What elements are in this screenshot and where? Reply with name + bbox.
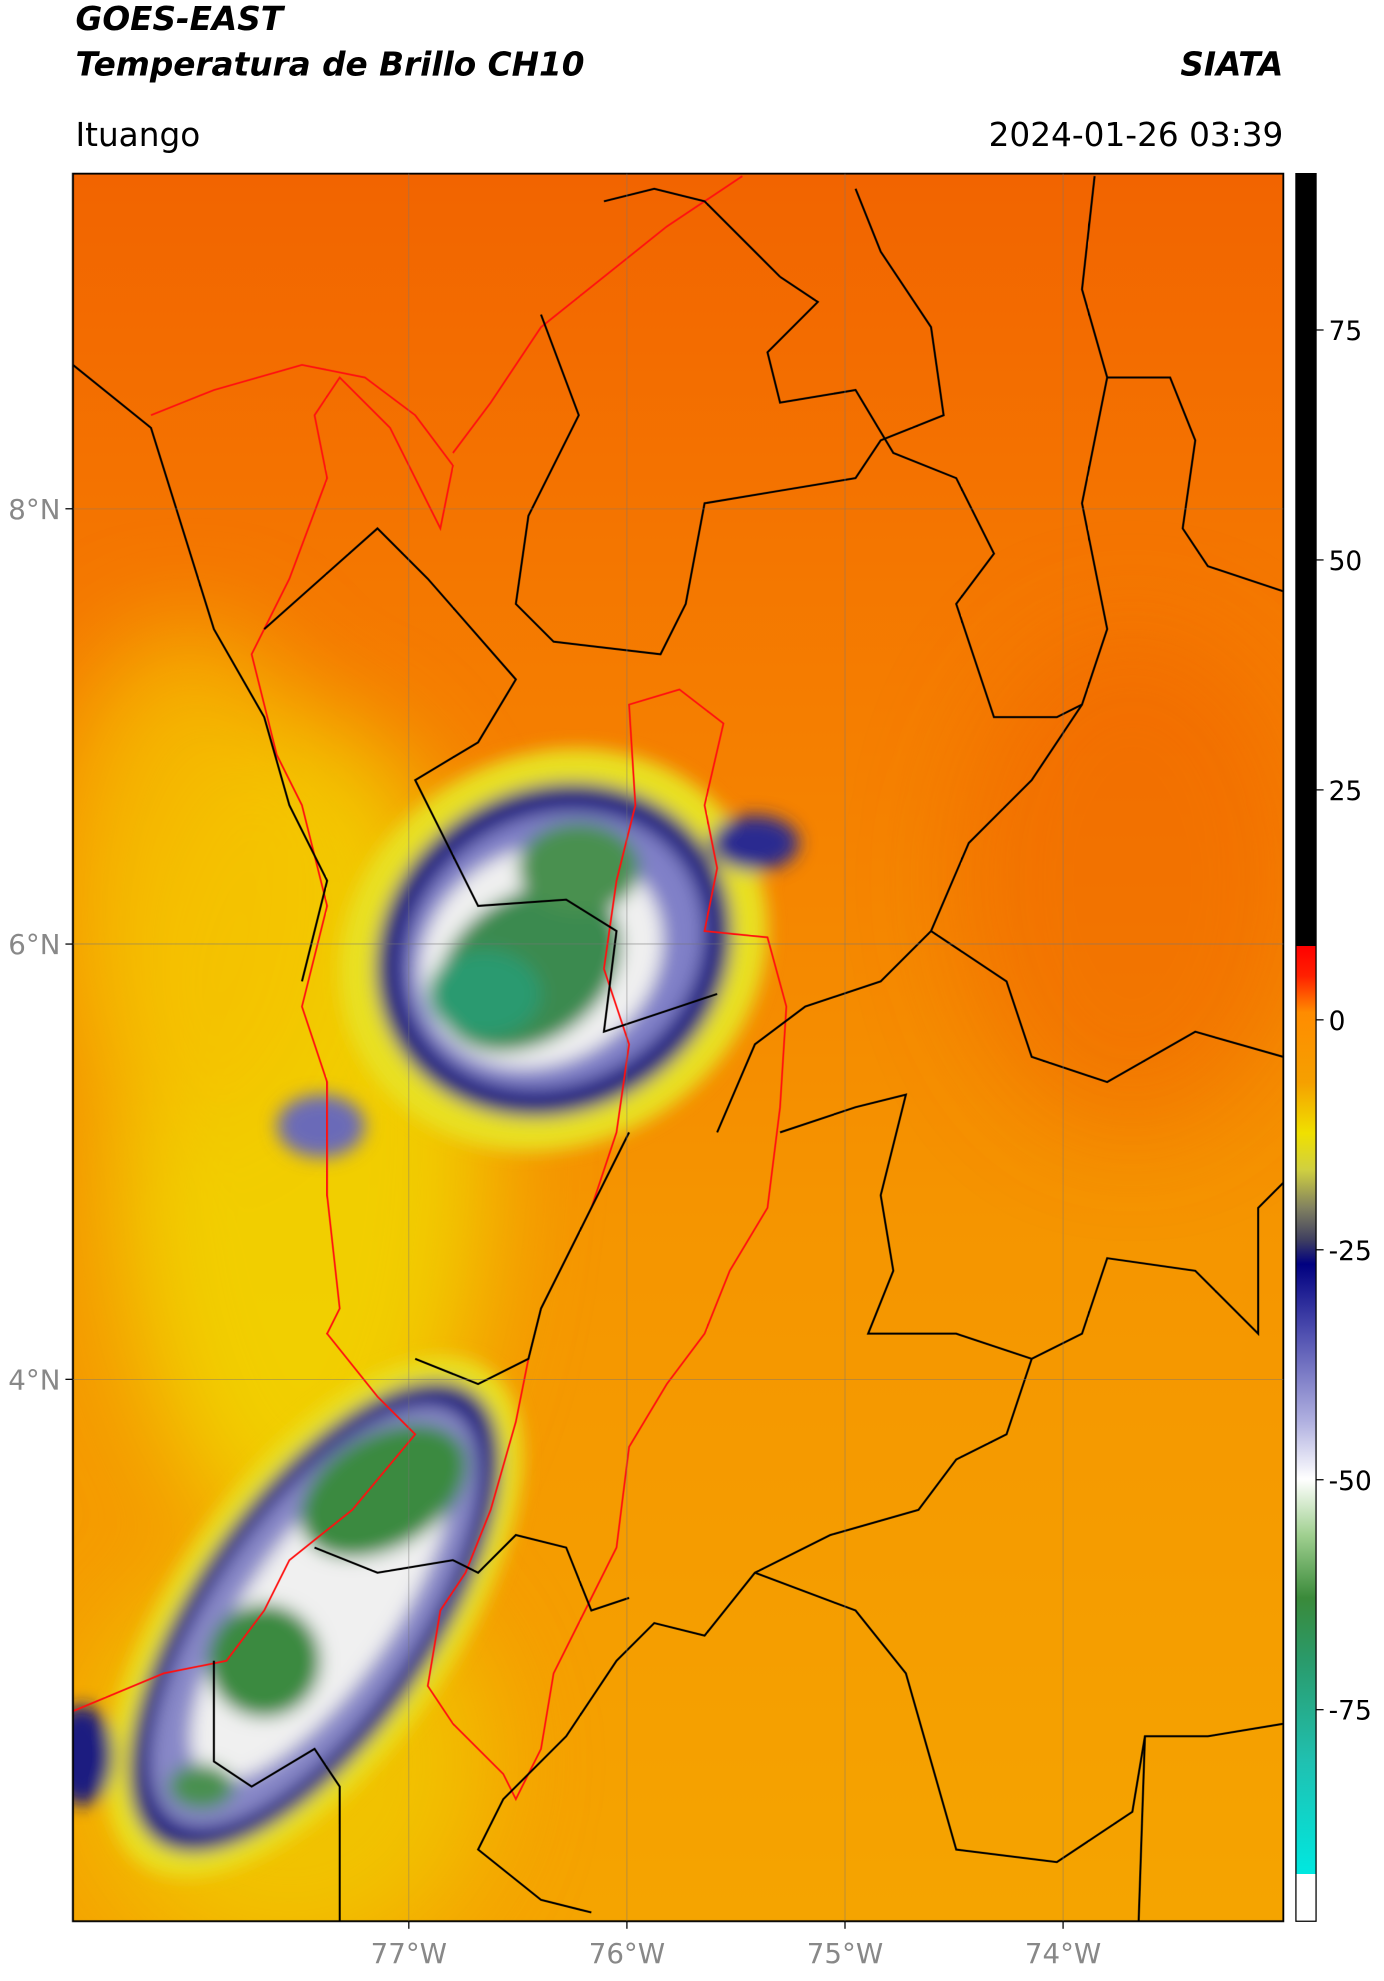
colorbar-label: 75 [1329, 316, 1363, 347]
lon-label: 74°W [1025, 1937, 1101, 1970]
convective-cloud-south [72, 1356, 523, 1877]
lat-label: 6°N [8, 928, 60, 961]
colorbar-label: -50 [1329, 1466, 1372, 1497]
lon-label: 75°W [807, 1937, 883, 1970]
graticule: 77°W 76°W 75°W 74°W 8°N 6°N 4°N [8, 173, 1284, 1970]
colorbar [1295, 172, 1317, 1922]
convective-cloud-north [276, 748, 799, 1158]
lon-label: 77°W [371, 1937, 447, 1970]
colorbar-label: -25 [1329, 1236, 1372, 1267]
colorbar-ticks: 75 50 25 0 -25 -50 -75 [1316, 316, 1372, 1727]
lat-label: 4°N [8, 1363, 60, 1396]
lat-label: 8°N [8, 493, 60, 526]
source: SIATA [1180, 45, 1283, 83]
timestamp: 2024-01-26 03:39 [989, 116, 1284, 154]
coastline [72, 175, 788, 1802]
location: Ituango [75, 116, 200, 154]
subtitle: Temperatura de Brillo CH10 [75, 45, 584, 83]
lon-label: 76°W [589, 1937, 665, 1970]
colorbar-label: -75 [1329, 1696, 1372, 1727]
map-area [72, 173, 1284, 1922]
title: GOES-EAST [75, 0, 285, 38]
admin-borders [72, 176, 1284, 1922]
map-frame [72, 172, 1285, 1923]
colorbar-label: 0 [1329, 1006, 1346, 1037]
colorbar-label: 50 [1329, 546, 1363, 577]
colorbar-label: 25 [1329, 776, 1363, 807]
